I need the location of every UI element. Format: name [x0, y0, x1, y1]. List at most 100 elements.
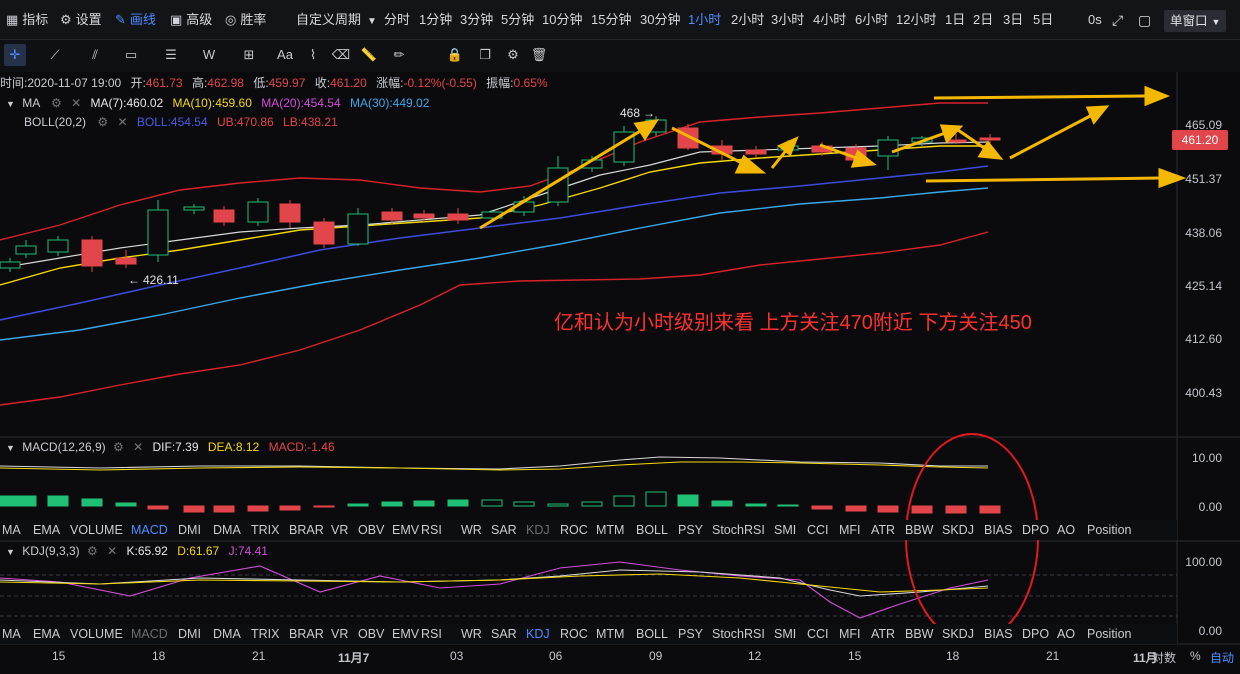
close-icon[interactable]: ✕ [71, 96, 82, 110]
tab-bbw[interactable]: BBW [905, 523, 934, 537]
tab-macd[interactable]: MACD [131, 627, 168, 641]
tab-rsi[interactable]: RSI [421, 627, 442, 641]
tab-roc[interactable]: ROC [560, 627, 588, 641]
fib-icon[interactable]: ☰ [165, 47, 177, 62]
tab-dmi[interactable]: DMI [178, 627, 201, 641]
tab-atr[interactable]: ATR [871, 523, 896, 537]
tab-position[interactable]: Position [1087, 523, 1132, 537]
lock-icon[interactable]: 🔒 [446, 47, 464, 62]
tab-position[interactable]: Position [1087, 627, 1132, 641]
copy-icon[interactable]: ❐ [479, 47, 491, 62]
tab-cci[interactable]: CCI [807, 523, 829, 537]
tab-emv[interactable]: EMV [392, 523, 420, 537]
period-10[interactable]: 4小时 [813, 12, 847, 27]
trash-icon[interactable]: 🗑 [530, 47, 548, 62]
tab-ao[interactable]: AO [1057, 627, 1076, 641]
tab-trix[interactable]: TRIX [251, 627, 280, 641]
tab-brar[interactable]: BRAR [289, 627, 324, 641]
tab-ma[interactable]: MA [2, 627, 21, 641]
tab-vr[interactable]: VR [331, 523, 349, 537]
log-scale-toggle[interactable]: 对数 [1152, 651, 1177, 665]
period-1[interactable]: 1分钟 [419, 12, 453, 27]
pencil-icon[interactable]: ✏ [393, 47, 405, 62]
tab-bbw[interactable]: BBW [905, 627, 934, 641]
settings-icon[interactable]: ⚙ [50, 96, 62, 110]
draw-line-button[interactable]: ✎ 画线 [115, 0, 156, 40]
tab-boll[interactable]: BOLL [636, 627, 668, 641]
period-13[interactable]: 1日 [945, 12, 966, 27]
tab-trix[interactable]: TRIX [251, 523, 280, 537]
tab-wr[interactable]: WR [461, 523, 482, 537]
tab-kdj[interactable]: KDJ [526, 523, 550, 537]
tab-ma[interactable]: MA [2, 523, 21, 537]
tab-smi[interactable]: SMI [774, 627, 797, 641]
tab-cci[interactable]: CCI [807, 627, 829, 641]
settings-icon[interactable]: ⚙ [97, 115, 109, 129]
multiline-icon[interactable]: ⫽ [92, 47, 98, 62]
auto-scale-toggle[interactable]: 自动 [1210, 651, 1235, 665]
settings-icon[interactable]: ⚙ [112, 440, 124, 454]
period-9[interactable]: 3小时 [771, 12, 805, 27]
tab-mtm[interactable]: MTM [596, 627, 625, 641]
fullscreen-icon[interactable]: ⤢ [1112, 12, 1124, 28]
settings-icon[interactable]: ⚙ [86, 544, 98, 558]
trendline-icon[interactable]: ⟋ [50, 47, 60, 62]
text-icon[interactable]: Aa [277, 47, 293, 62]
tab-vr[interactable]: VR [331, 627, 349, 641]
tab-boll[interactable]: BOLL [636, 523, 668, 537]
period-8[interactable]: 2小时 [731, 12, 765, 27]
tab-ema[interactable]: EMA [33, 627, 61, 641]
tab-sar[interactable]: SAR [491, 523, 517, 537]
tab-skdj[interactable]: SKDJ [942, 627, 974, 641]
indicator-button[interactable]: ▦ 指标 [6, 0, 48, 40]
candlestick-chart[interactable] [0, 72, 1240, 672]
tab-volume[interactable]: VOLUME [70, 523, 123, 537]
crosshair-icon[interactable]: ✛ [4, 44, 26, 66]
tab-mtm[interactable]: MTM [596, 523, 625, 537]
close-icon[interactable]: ✕ [107, 544, 118, 558]
tab-stochrsi[interactable]: StochRSI [712, 523, 765, 537]
settings-icon[interactable]: ⚙ [507, 47, 519, 62]
tab-rsi[interactable]: RSI [421, 523, 442, 537]
rectangle-icon[interactable]: ▭ [124, 47, 138, 62]
close-icon[interactable]: ✕ [133, 440, 144, 454]
tab-bias[interactable]: BIAS [984, 523, 1013, 537]
period-12[interactable]: 12小时 [896, 12, 937, 27]
tab-stochrsi[interactable]: StochRSI [712, 627, 765, 641]
winrate-button[interactable]: ◎ 胜率 [225, 0, 266, 40]
advanced-button[interactable]: ▣ 高级 [170, 0, 212, 40]
tab-brar[interactable]: BRAR [289, 523, 324, 537]
tab-emv[interactable]: EMV [392, 627, 420, 641]
period-15[interactable]: 3日 [1003, 12, 1024, 27]
period-4[interactable]: 10分钟 [542, 12, 583, 27]
tab-ao[interactable]: AO [1057, 523, 1076, 537]
tab-dpo[interactable]: DPO [1022, 523, 1050, 537]
window-mode-select[interactable]: 单窗口 ▼ [1164, 10, 1226, 32]
tab-dmi[interactable]: DMI [178, 523, 201, 537]
tab-dpo[interactable]: DPO [1022, 627, 1050, 641]
chevron-down-icon[interactable]: ▼ [6, 99, 15, 109]
tab-obv[interactable]: OBV [358, 523, 385, 537]
pattern-w-icon[interactable]: W [202, 47, 216, 62]
percent-scale-toggle[interactable]: % [1190, 649, 1201, 663]
settings-button[interactable]: ⚙ 设置 [60, 0, 102, 40]
period-14[interactable]: 2日 [973, 12, 994, 27]
brush-icon[interactable]: ⌇ [309, 47, 317, 62]
tab-mfi[interactable]: MFI [839, 523, 861, 537]
tab-dma[interactable]: DMA [213, 523, 241, 537]
tab-psy[interactable]: PSY [678, 627, 704, 641]
tab-wr[interactable]: WR [461, 627, 482, 641]
tab-dma[interactable]: DMA [213, 627, 241, 641]
period-0[interactable]: 分时 [384, 12, 411, 27]
chevron-down-icon[interactable]: ▼ [6, 443, 15, 453]
period-3[interactable]: 5分钟 [501, 12, 535, 27]
custom-period-dropdown[interactable]: 自定义周期 ▼ [296, 12, 377, 27]
period-5[interactable]: 15分钟 [591, 12, 632, 27]
close-icon[interactable]: ✕ [117, 115, 128, 129]
tab-ema[interactable]: EMA [33, 523, 61, 537]
tab-obv[interactable]: OBV [358, 627, 385, 641]
period-2[interactable]: 3分钟 [460, 12, 494, 27]
chevron-down-icon[interactable]: ▼ [6, 547, 15, 557]
period-7[interactable]: 1小时 [688, 12, 722, 27]
tab-bias[interactable]: BIAS [984, 627, 1013, 641]
